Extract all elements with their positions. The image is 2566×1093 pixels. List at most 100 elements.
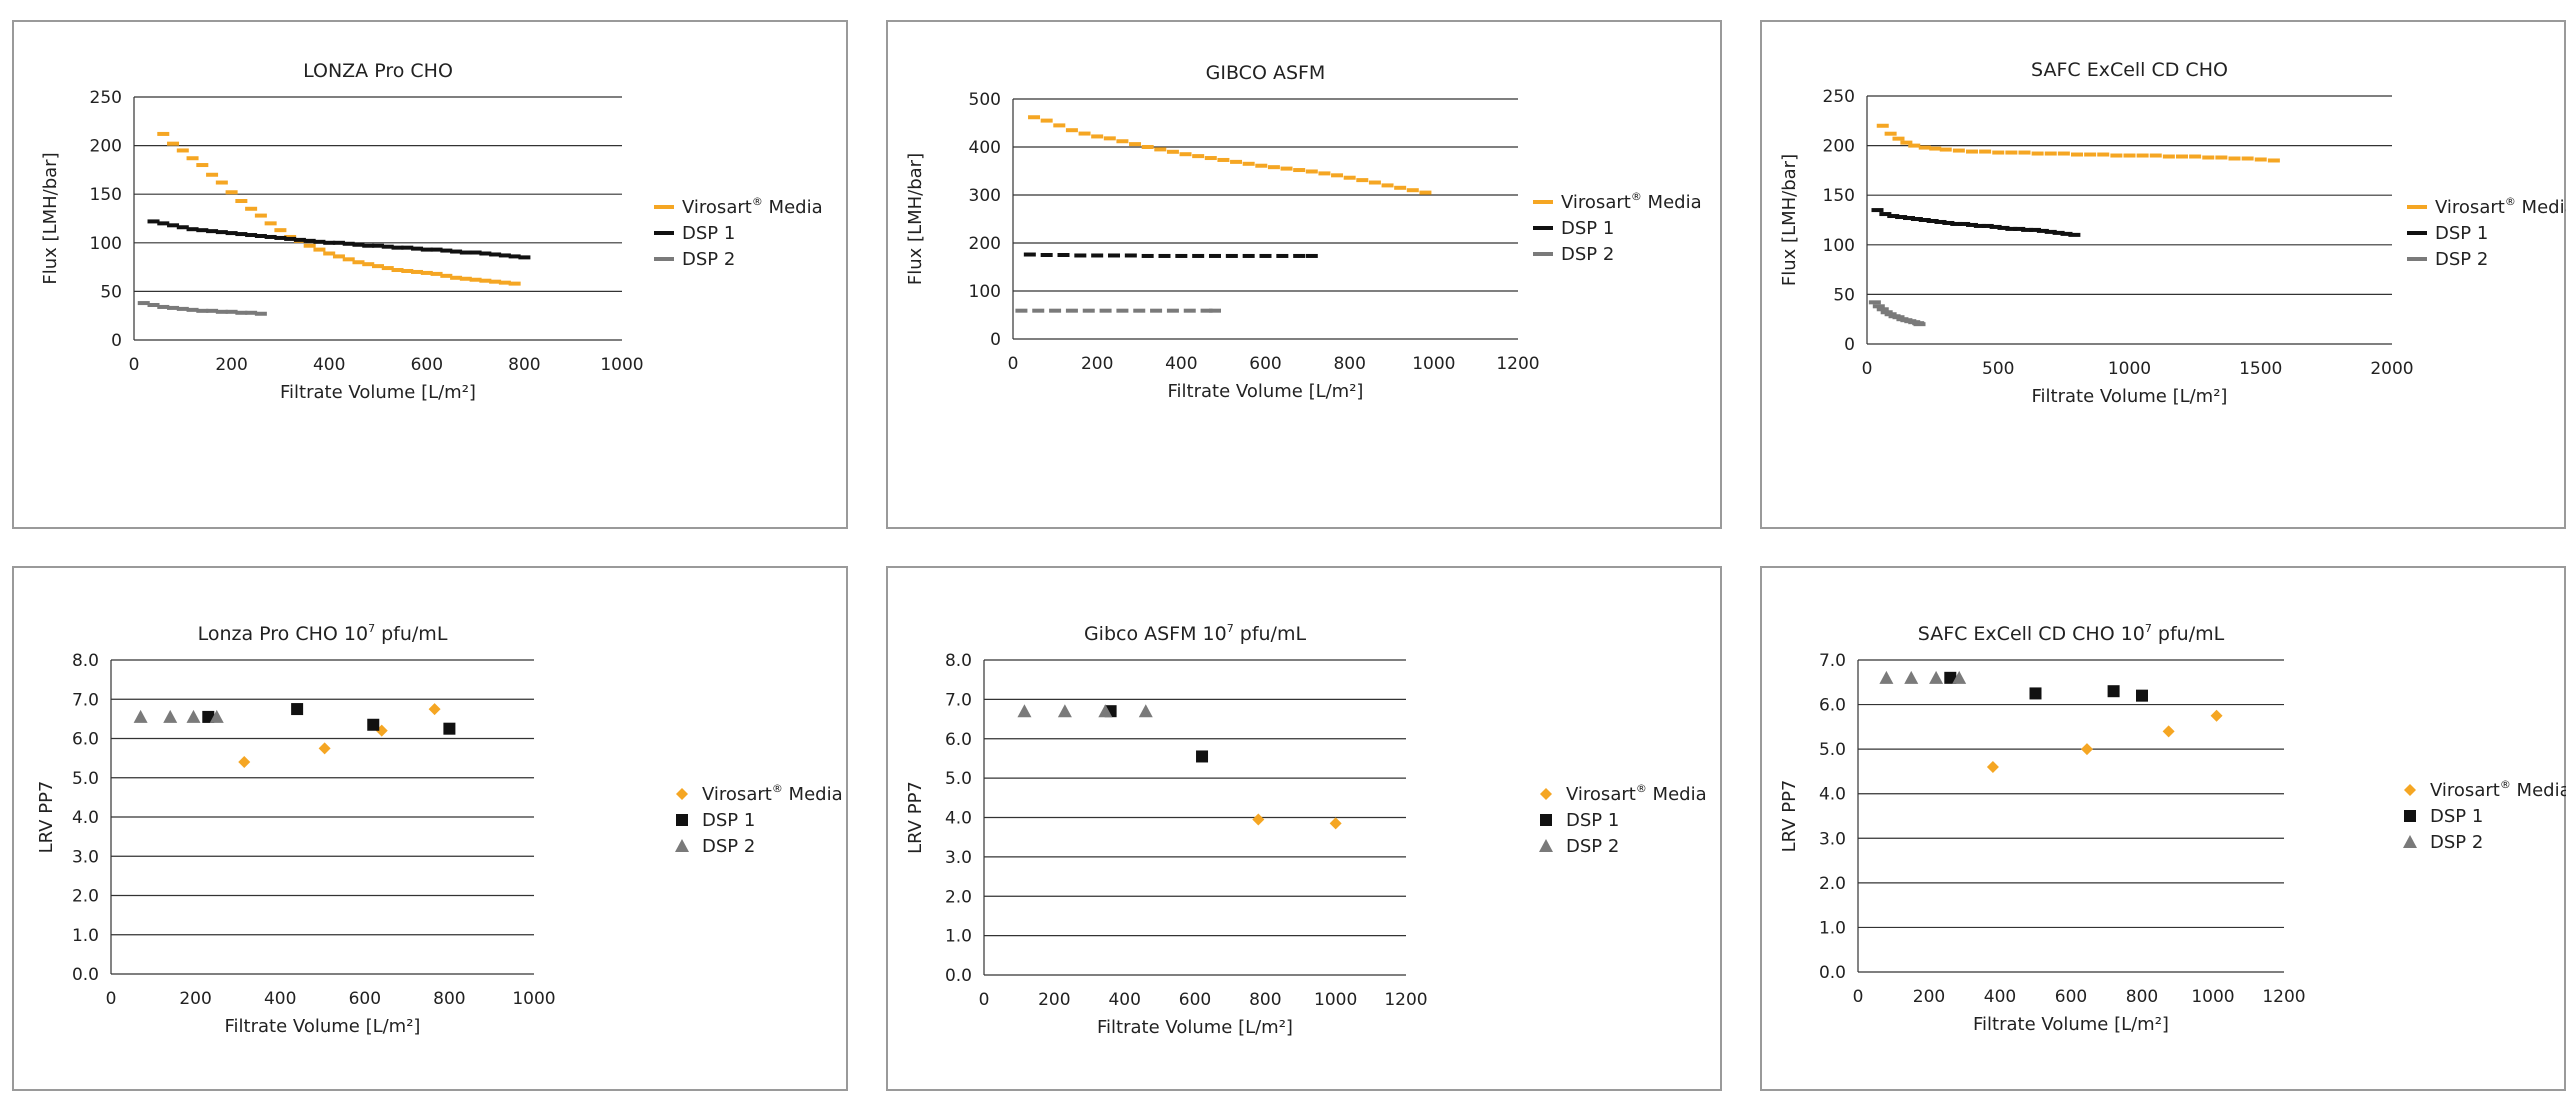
data-point (215, 230, 228, 235)
data-point (1057, 253, 1070, 257)
data-point (1293, 168, 1306, 173)
data-point (323, 240, 336, 245)
y-tick-label: 100 (90, 234, 122, 254)
data-point (450, 275, 463, 280)
y-tick-label: 150 (90, 185, 122, 205)
x-tick-label: 0 (1862, 359, 1873, 379)
series-virosart (157, 131, 521, 286)
data-point (1305, 169, 1318, 174)
x-tick-label: 800 (508, 355, 540, 375)
y-tick-label: 2.0 (1819, 874, 1846, 894)
data-point (1884, 131, 1897, 136)
x-tick-label: 0 (129, 355, 140, 375)
data-point (1944, 671, 1957, 684)
x-tick-label: 1500 (2239, 359, 2282, 379)
data-point (1939, 147, 1952, 152)
x-tick-label: 400 (264, 989, 296, 1009)
data-point (245, 206, 258, 211)
y-tick-label: 7.0 (945, 690, 972, 710)
data-point (225, 190, 238, 195)
series-dsp2 (1017, 704, 1153, 718)
data-point (1305, 253, 1318, 258)
x-tick-label: 1000 (1314, 990, 1357, 1010)
data-point (420, 247, 433, 252)
data-point (1868, 300, 1881, 305)
chart-gibco-lrv: Gibco ASFM 107 pfu/mL 0.0 1.0 2.0 3.0 4.0 5.0 6… (905, 622, 1707, 1038)
chart-panel-gibco-flux: GIBCO ASFM 0 100 200 300 400 500 0 200 400 600 800 1… (886, 20, 1722, 529)
data-point (1966, 222, 1978, 227)
legend-swatch (676, 814, 688, 826)
data-point (1903, 216, 1915, 221)
data-point (206, 172, 219, 177)
legend-label: DSP 1 (1566, 810, 1619, 831)
data-point (1929, 146, 1942, 151)
legend-swatch (1533, 226, 1553, 230)
data-point (1934, 219, 1947, 224)
legend-swatch (654, 231, 674, 235)
data-point (428, 703, 441, 716)
data-point (1942, 220, 1955, 225)
data-point (1958, 221, 1971, 226)
chart-title: SAFC ExCell CD CHO 107 pfu/mL (1918, 622, 2225, 645)
data-point (1252, 813, 1265, 826)
data-point (352, 260, 365, 265)
series-dsp2 (1015, 308, 1221, 313)
data-point (2052, 230, 2065, 235)
data-point (196, 163, 209, 168)
y-tick-label: 200 (1823, 137, 1855, 157)
y-tick-label: 5.0 (1819, 740, 1846, 760)
legend-label: DSP 2 (1566, 836, 1619, 857)
y-tick-label: 400 (969, 138, 1001, 158)
data-point (1331, 173, 1344, 178)
legend-label: DSP 1 (2435, 223, 2488, 244)
data-point (186, 156, 199, 161)
x-tick-label: 400 (1984, 987, 2016, 1007)
x-tick-label: 800 (1249, 990, 1281, 1010)
data-point (352, 242, 365, 247)
data-point (293, 237, 306, 242)
data-point (1926, 218, 1939, 223)
data-point (479, 251, 492, 256)
x-tick-label: 600 (2055, 987, 2087, 1007)
x-tick-label: 1200 (2262, 987, 2305, 1007)
data-point (1280, 166, 1293, 171)
data-point (318, 742, 331, 755)
x-tick-label: 800 (433, 989, 465, 1009)
legend-label: Virosart® Media (682, 195, 823, 218)
data-point (1099, 308, 1112, 313)
y-axis-label: Flux [LMH/bar] (905, 153, 926, 285)
data-point (1032, 308, 1045, 313)
data-point (1876, 307, 1889, 312)
data-point (196, 228, 209, 233)
data-point (215, 180, 228, 185)
data-point (1356, 178, 1369, 183)
data-point (1872, 304, 1885, 309)
data-point (1979, 149, 1992, 154)
y-tick-label: 2.0 (72, 887, 99, 907)
data-point (235, 199, 248, 204)
data-point (1179, 152, 1192, 157)
data-point (1116, 139, 1129, 144)
data-point (2110, 153, 2123, 158)
data-point (137, 301, 150, 306)
series-virosart (1986, 709, 2223, 773)
data-point (2228, 156, 2241, 161)
y-tick-label: 3.0 (945, 848, 972, 868)
x-tick-label: 1200 (1496, 354, 1539, 374)
series-dsp1 (1871, 208, 2081, 237)
legend-label: DSP 1 (1561, 218, 1614, 239)
legend-label: Virosart® Media (1561, 190, 1702, 213)
data-point (2136, 689, 2148, 702)
legend-swatch (1540, 814, 1552, 826)
chart-title: GIBCO ASFM (1206, 62, 1326, 84)
x-tick-label: 200 (1038, 990, 1070, 1010)
data-point (1204, 156, 1217, 161)
data-point (508, 254, 521, 259)
data-point (1183, 308, 1196, 313)
data-point (2044, 229, 2057, 234)
data-point (1166, 308, 1179, 313)
data-point (381, 244, 394, 249)
y-axis-label: Flux [LMH/bar] (40, 152, 61, 284)
y-axis-label: Flux [LMH/bar] (1779, 154, 1800, 286)
data-point (196, 308, 209, 313)
